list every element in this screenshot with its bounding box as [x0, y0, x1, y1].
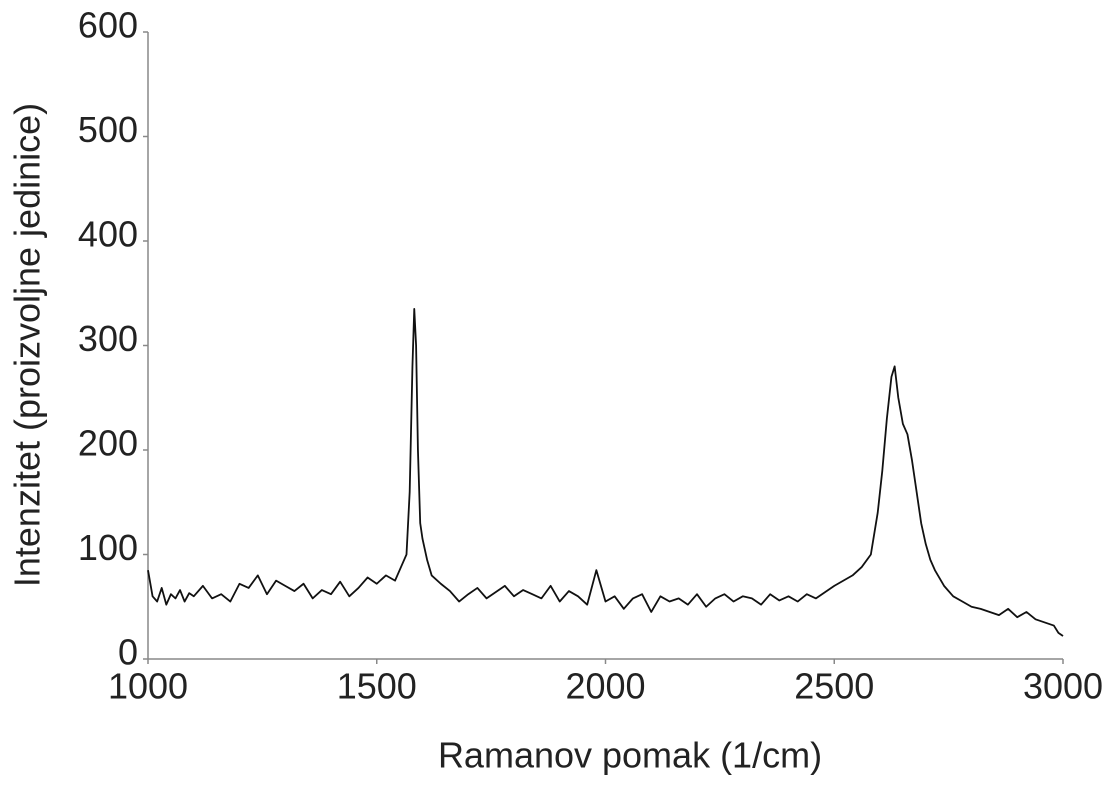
x-tick-label: 3000 — [1023, 666, 1103, 707]
x-tick-label: 1500 — [337, 666, 417, 707]
y-tick-label: 500 — [78, 109, 138, 150]
y-tick-label: 600 — [78, 5, 138, 46]
x-tick-label: 2000 — [565, 666, 645, 707]
x-tick-label: 2500 — [794, 666, 874, 707]
y-tick-label: 0 — [118, 632, 138, 673]
x-axis-title: Ramanov pomak (1/cm) — [438, 735, 822, 776]
y-tick-label: 100 — [78, 527, 138, 568]
y-tick-label: 200 — [78, 423, 138, 464]
y-axis-title: Intenzitet (proizvoljne jedinice) — [7, 103, 48, 587]
spectrum-line — [147, 308, 1064, 637]
y-tick-label: 300 — [78, 318, 138, 359]
y-tick-label: 400 — [78, 214, 138, 255]
x-tick-label: 1000 — [108, 666, 188, 707]
